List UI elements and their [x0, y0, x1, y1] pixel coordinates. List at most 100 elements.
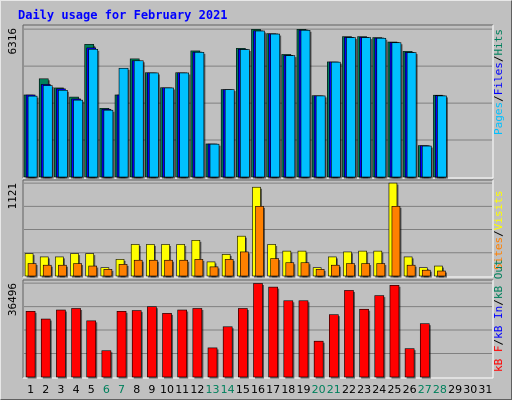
bar-pages-day-22: [346, 37, 356, 178]
bar-kbytes-day-3: [56, 309, 66, 378]
x-tick-label: 30: [463, 383, 477, 396]
bar-sites-day-26: [406, 264, 416, 277]
bar-kbytes-day-1: [25, 311, 36, 378]
chart-panels: 6316 1121 36496: [6, 24, 494, 379]
bar-sites-day-28: [437, 270, 446, 277]
bar-pages-day-10: [164, 87, 174, 178]
legend-part: kB F: [492, 346, 505, 373]
bar-sites-day-15: [240, 251, 249, 277]
x-axis-labels: 1 2 3 4 5 6 7 8 9 10 11 12 13 14 15 16 17 18 19 20 21 22 23 24 2…: [27, 383, 492, 396]
bar-sites-day-25: [391, 206, 401, 277]
bar-kbytes-day-9: [147, 306, 157, 378]
bar-pages-day-16: [255, 30, 265, 178]
x-tick-label: 19: [296, 383, 310, 396]
x-tick-label: 29: [448, 383, 462, 396]
panel-bot: 36496: [6, 279, 494, 379]
bar-kbytes-day-19: [298, 300, 309, 378]
bar-sites-day-1: [27, 263, 37, 277]
bar-pages-day-25: [391, 42, 402, 178]
bar-pages-day-20: [315, 95, 326, 178]
legend-part: Files: [492, 62, 505, 95]
bar-pages-day-5: [88, 48, 99, 178]
bar-pages-day-28: [437, 95, 447, 178]
bar-sites-day-11: [179, 259, 188, 277]
bar-pages-day-3: [58, 89, 68, 178]
bar-sites-day-4: [73, 263, 82, 277]
x-tick-label: 12: [190, 383, 204, 396]
legend-part: /: [492, 95, 505, 102]
bar-sites-day-23: [361, 263, 370, 277]
bar-sites-day-16: [255, 206, 264, 277]
bar-sites-day-6: [103, 269, 113, 277]
legend-part: kB In: [492, 306, 505, 339]
x-tick-label: 11: [175, 383, 189, 396]
bar-pages-day-4: [73, 99, 83, 178]
bar-kbytes-day-17: [268, 286, 278, 378]
x-tick-label: 13: [206, 383, 220, 396]
x-tick-label: 17: [266, 383, 280, 396]
x-tick-label: 21: [327, 383, 341, 396]
bar-pages-day-2: [42, 85, 53, 178]
bar-kbytes-day-2: [40, 318, 51, 378]
bar-kbytes-day-18: [283, 300, 294, 378]
legend-top: Pages/Files/Hits: [492, 29, 505, 135]
legend-part: /: [492, 56, 505, 63]
x-tick-label: 6: [103, 383, 110, 396]
bar-pages-day-26: [406, 52, 417, 178]
bar-kbytes-day-23: [359, 308, 369, 378]
bar-kbytes-day-24: [374, 295, 385, 378]
bar-kbytes-day-20: [313, 340, 324, 378]
bar-kbytes-day-27: [419, 323, 430, 378]
x-tick-label: 22: [342, 383, 356, 396]
bar-kbytes-day-12: [192, 308, 203, 378]
legend-part: Pages: [492, 102, 505, 135]
x-tick-label: 20: [312, 383, 326, 396]
bar-sites-day-13: [209, 266, 219, 277]
legend-part: kB Out: [492, 259, 505, 299]
bar-pages-day-14: [224, 89, 235, 178]
bar-kbytes-day-13: [207, 347, 218, 378]
legend-part: /: [492, 339, 505, 346]
x-tick-label: 4: [73, 383, 80, 396]
legend-bot: kB F/kB In/kB Out: [492, 259, 505, 372]
bar-pages-day-17: [270, 33, 280, 178]
bar-sites-day-22: [346, 263, 355, 277]
x-tick-label: 10: [160, 383, 174, 396]
x-tick-label: 9: [148, 383, 155, 396]
bar-pages-day-13: [209, 143, 220, 178]
bar-pages-day-23: [361, 37, 371, 178]
x-tick-label: 7: [118, 383, 125, 396]
x-tick-label: 23: [357, 383, 371, 396]
max-label-mid: 1121: [6, 183, 19, 210]
bar-kbytes-day-10: [162, 313, 172, 378]
bar-kbytes-day-7: [116, 311, 127, 378]
x-tick-label: 1: [27, 383, 34, 396]
legend-part: Visits: [492, 191, 505, 231]
bar-kbytes-day-11: [177, 309, 187, 378]
bar-kbytes-day-25: [389, 285, 400, 378]
bar-sites-day-18: [285, 262, 295, 277]
panel-top: 6316: [6, 24, 494, 179]
legend-mid: Sites/Visits: [492, 191, 505, 271]
bar-kbytes-day-26: [404, 348, 415, 378]
bar-pages-day-6: [103, 109, 114, 178]
bar-pages-day-8: [133, 60, 144, 178]
x-tick-label: 3: [57, 383, 64, 396]
chart-title: Daily usage for February 2021: [18, 8, 228, 22]
bar-kbytes-day-21: [329, 314, 339, 378]
bar-pages-day-15: [240, 49, 250, 178]
x-tick-label: 16: [251, 383, 265, 396]
bar-pages-day-21: [331, 61, 341, 178]
x-tick-label: 24: [372, 383, 386, 396]
bar-kbytes-day-5: [86, 320, 97, 378]
bar-pages-day-11: [179, 72, 189, 178]
bar-kbytes-day-6: [101, 350, 112, 378]
panel-mid: 1121: [6, 179, 494, 278]
bar-kbytes-day-15: [238, 308, 248, 378]
x-tick-label: 31: [478, 383, 492, 396]
bar-pages-day-12: [194, 52, 205, 178]
bar-sites-day-2: [42, 264, 52, 277]
legend-part: Hits: [492, 29, 505, 56]
bar-kbytes-day-16: [253, 283, 263, 378]
